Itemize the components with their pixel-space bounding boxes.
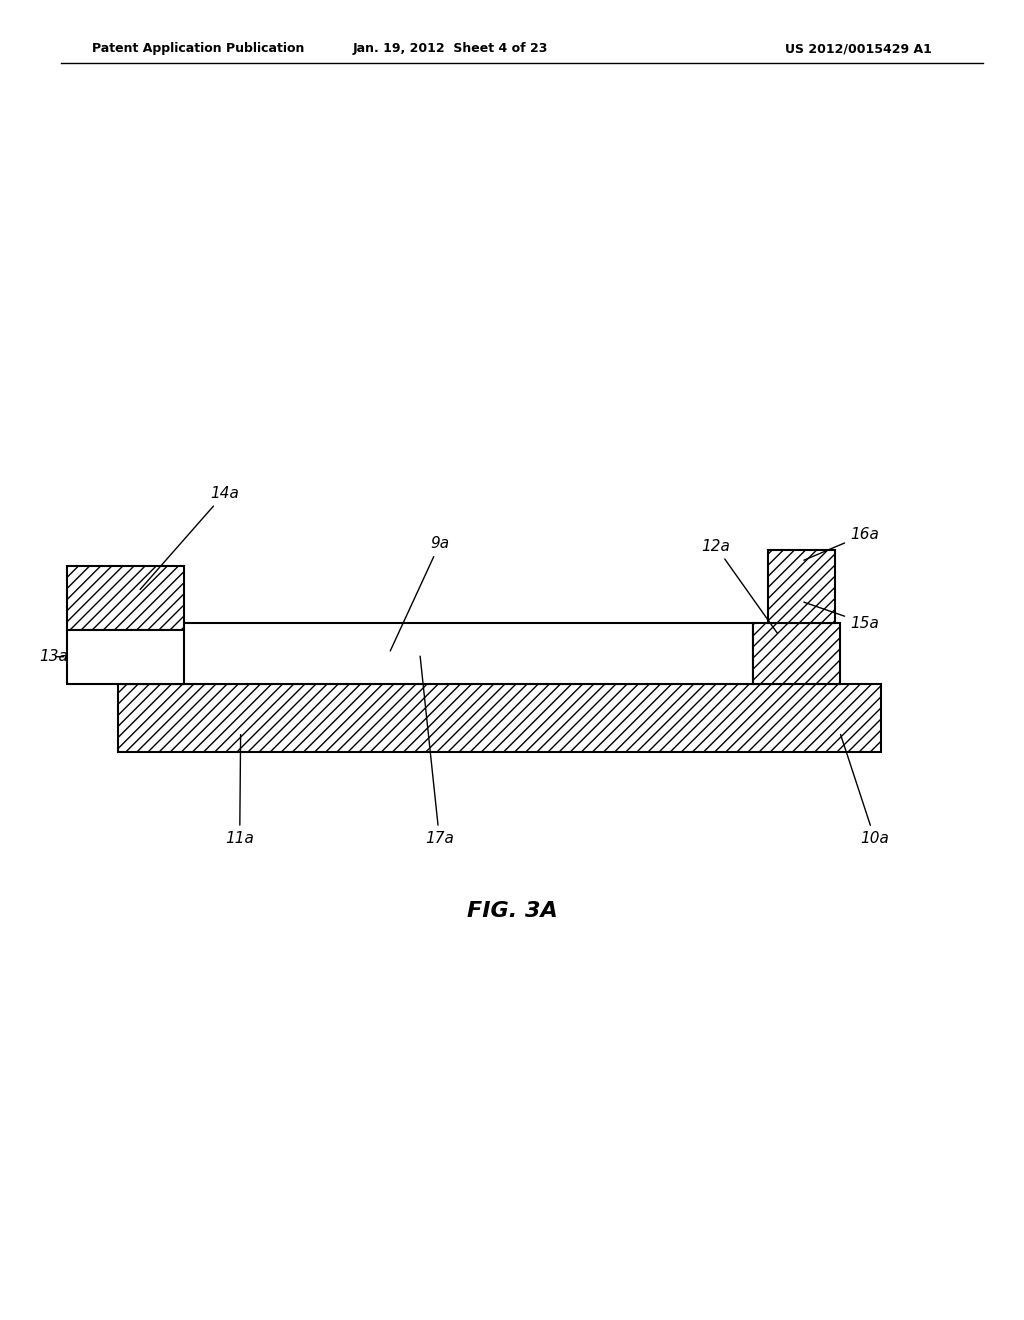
Text: 12a: 12a [701,539,777,632]
FancyBboxPatch shape [768,550,835,623]
FancyBboxPatch shape [118,623,753,684]
FancyBboxPatch shape [67,630,184,684]
Text: 10a: 10a [841,734,889,846]
Text: FIG. 3A: FIG. 3A [467,900,557,921]
Text: 16a: 16a [804,527,879,560]
Text: 13a: 13a [39,649,68,664]
Text: Jan. 19, 2012  Sheet 4 of 23: Jan. 19, 2012 Sheet 4 of 23 [353,42,548,55]
FancyBboxPatch shape [118,684,881,752]
Text: 11a: 11a [225,735,254,846]
Text: 17a: 17a [420,656,454,846]
Text: Patent Application Publication: Patent Application Publication [92,42,304,55]
FancyBboxPatch shape [753,623,840,684]
Text: 15a: 15a [804,602,879,631]
Text: 14a: 14a [140,486,239,590]
Text: US 2012/0015429 A1: US 2012/0015429 A1 [785,42,932,55]
FancyBboxPatch shape [67,566,184,630]
Text: 9a: 9a [390,536,450,651]
